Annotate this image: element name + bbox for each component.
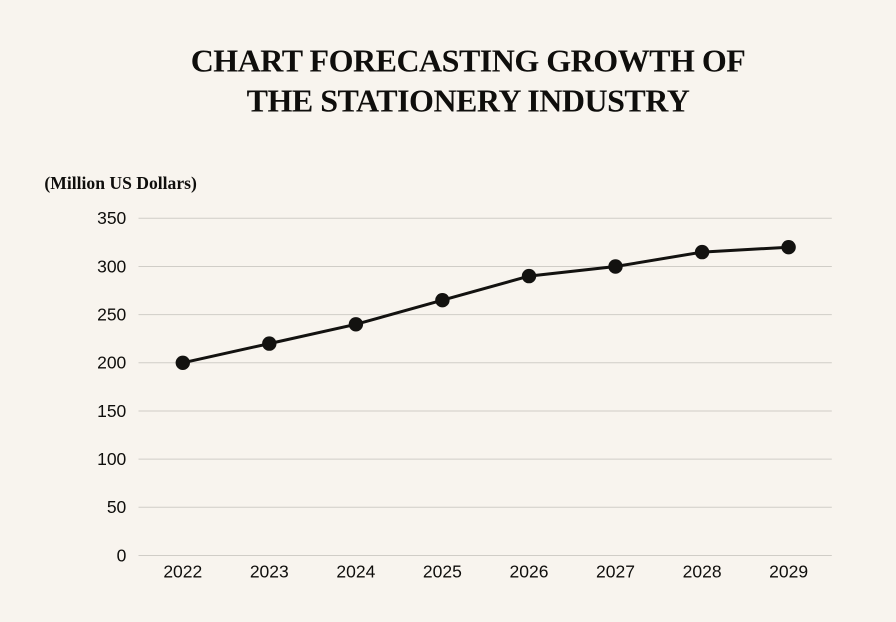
- svg-text:350: 350: [97, 208, 126, 228]
- svg-text:2022: 2022: [163, 561, 202, 581]
- svg-text:2027: 2027: [596, 561, 635, 581]
- svg-text:100: 100: [97, 449, 126, 469]
- svg-text:2028: 2028: [683, 561, 722, 581]
- svg-text:250: 250: [97, 305, 126, 325]
- svg-text:(Million US Dollars): (Million US Dollars): [44, 173, 197, 193]
- svg-text:CHART FORECASTING GROWTH OF: CHART FORECASTING GROWTH OF: [191, 43, 746, 79]
- svg-text:300: 300: [97, 256, 126, 276]
- svg-text:50: 50: [107, 497, 127, 517]
- svg-text:2026: 2026: [510, 561, 549, 581]
- svg-text:200: 200: [97, 353, 126, 373]
- svg-text:2029: 2029: [769, 561, 808, 581]
- svg-text:THE STATIONERY INDUSTRY: THE STATIONERY INDUSTRY: [247, 82, 690, 118]
- svg-text:2024: 2024: [336, 561, 375, 581]
- svg-text:0: 0: [117, 545, 127, 565]
- svg-text:2023: 2023: [250, 561, 289, 581]
- svg-text:2025: 2025: [423, 561, 462, 581]
- svg-text:150: 150: [97, 401, 126, 421]
